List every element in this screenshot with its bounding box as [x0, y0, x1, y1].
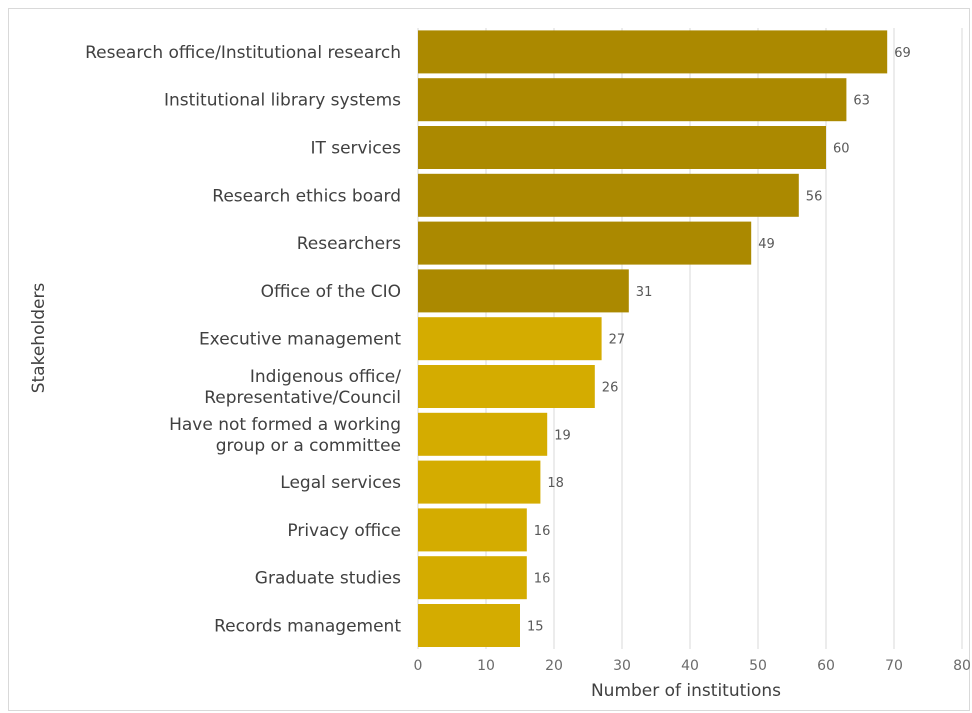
category-label: Graduate studies — [255, 569, 401, 589]
bar — [418, 460, 541, 504]
x-axis-title: Number of institutions — [591, 681, 781, 701]
x-tick-labels: 0 10 20 30 40 50 60 70 80 — [414, 658, 971, 674]
x-tick-label: 70 — [885, 658, 903, 674]
category-label: Research ethics board — [212, 186, 401, 206]
category-label: Legal services — [280, 473, 401, 493]
x-tick-label: 10 — [477, 658, 495, 674]
category-label: Privacy office — [287, 521, 401, 541]
x-tick-label: 80 — [953, 658, 971, 674]
data-label: 16 — [534, 572, 551, 587]
bar — [418, 412, 548, 456]
bar — [418, 556, 527, 600]
category-label: Office of the CIO — [261, 282, 401, 302]
x-tick-label: 30 — [613, 658, 631, 674]
bar — [418, 173, 799, 217]
category-label: IT services — [310, 139, 401, 159]
data-label: 63 — [853, 94, 870, 109]
bar — [418, 30, 888, 74]
data-label: 16 — [534, 524, 551, 539]
data-label: 69 — [894, 46, 911, 61]
bars — [418, 30, 888, 647]
category-labels: Research office/Institutional research In… — [85, 43, 401, 637]
data-label: 31 — [636, 285, 653, 300]
bar — [418, 78, 847, 122]
bar — [418, 269, 629, 313]
data-label: 15 — [527, 620, 544, 635]
chart-frame — [8, 8, 970, 711]
data-label: 60 — [833, 142, 850, 157]
data-label: 27 — [609, 333, 626, 348]
bar — [418, 604, 520, 647]
bar — [418, 221, 752, 265]
category-label: Researchers — [297, 234, 401, 254]
x-tick-label: 0 — [414, 658, 423, 674]
data-label: 49 — [758, 237, 775, 252]
category-label: Research office/Institutional research — [85, 43, 401, 63]
y-axis-title: Stakeholders — [29, 283, 49, 394]
x-tick-label: 40 — [681, 658, 699, 674]
bar — [418, 508, 527, 552]
data-label: 18 — [547, 476, 564, 491]
bar — [418, 317, 602, 361]
category-label: Executive management — [199, 330, 401, 350]
category-label: Institutional library systems — [164, 91, 401, 111]
category-label: Have not formed a working group or a comm… — [169, 415, 401, 456]
data-label: 19 — [554, 428, 571, 443]
x-tick-label: 20 — [545, 658, 563, 674]
category-label: Records management — [214, 617, 401, 637]
data-label: 26 — [602, 381, 619, 396]
x-tick-label: 50 — [749, 658, 767, 674]
x-tick-label: 60 — [817, 658, 835, 674]
bar — [418, 365, 595, 408]
data-label: 56 — [806, 189, 823, 204]
bar — [418, 126, 826, 169]
value-labels: 69 63 60 56 49 31 27 26 19 18 16 16 15 — [527, 46, 911, 635]
category-label: Indigenous office/Representative/Council — [204, 367, 401, 408]
